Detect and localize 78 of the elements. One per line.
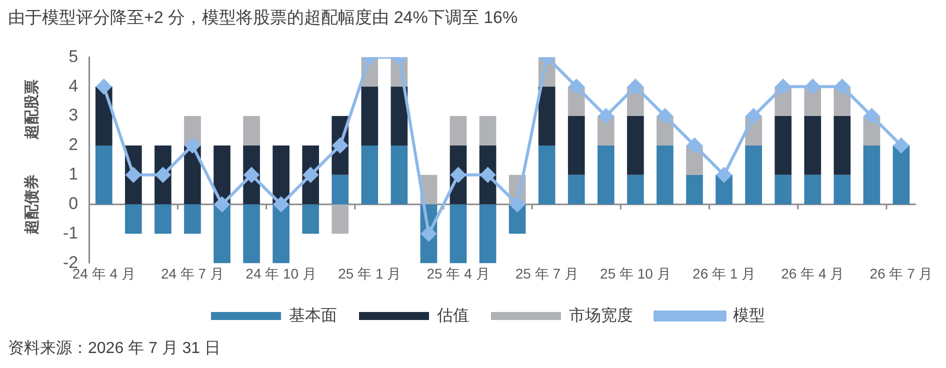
point <box>96 79 112 94</box>
point <box>510 196 525 212</box>
bar <box>332 204 349 234</box>
bar <box>361 145 378 204</box>
y-tick-label: 5 <box>68 46 78 66</box>
point <box>894 138 909 153</box>
x-tick-label: 25 年 4 月 <box>426 265 490 282</box>
bar <box>390 145 408 204</box>
bar <box>686 174 703 204</box>
bar <box>863 145 880 204</box>
x-tick-label: 25 年 1 月 <box>338 265 402 282</box>
point <box>657 108 672 124</box>
y-tick-label: 2 <box>68 135 78 154</box>
bar <box>243 204 260 264</box>
bar <box>568 174 585 204</box>
y-tick-label: 1 <box>68 164 78 184</box>
bar <box>745 145 762 204</box>
point <box>568 79 584 94</box>
legend-label: 基本面 <box>289 306 337 324</box>
bar <box>272 204 290 264</box>
x-tick-label: 24 年 10 月 <box>246 265 316 282</box>
bar <box>774 116 792 175</box>
bar <box>450 204 467 264</box>
bar <box>774 174 792 204</box>
bar <box>834 174 851 204</box>
bar <box>598 145 614 204</box>
bar <box>892 145 910 204</box>
bar <box>568 116 585 175</box>
legend-label: 估值 <box>436 307 469 324</box>
point <box>864 108 880 124</box>
x-tick-label: 26 年 7 月 <box>870 265 933 282</box>
bar <box>302 204 320 234</box>
point <box>184 138 200 153</box>
x-tick-label: 25 年 7 月 <box>515 265 578 282</box>
text: 资料来源：2026 年 7 月 31 日 <box>8 338 221 359</box>
bar <box>538 145 556 204</box>
bar <box>390 86 408 146</box>
point <box>716 167 732 182</box>
bar <box>154 204 172 234</box>
y-tick-label: -1 <box>62 223 78 242</box>
bar <box>656 145 674 204</box>
bar <box>214 204 230 264</box>
bar <box>479 116 496 146</box>
point <box>834 79 850 94</box>
bar <box>804 116 822 175</box>
bar <box>627 116 644 175</box>
bar <box>627 174 644 204</box>
y-tick-label: 0 <box>68 194 78 214</box>
bar <box>450 116 467 146</box>
x-tick-label: 24 年 7 月 <box>160 265 224 282</box>
x-tick-label: 25 年 10 月 <box>600 265 671 282</box>
bar <box>538 86 556 146</box>
text: 超配股票 <box>22 80 42 140</box>
point <box>805 79 820 94</box>
point <box>214 196 230 212</box>
point <box>274 196 289 212</box>
text: 超配债券 <box>22 174 42 234</box>
bar <box>243 116 260 146</box>
bar <box>804 174 822 204</box>
bar <box>95 145 112 204</box>
bar <box>361 86 378 146</box>
x-tick-label: 26 年 1 月 <box>692 265 756 282</box>
bar <box>124 204 142 234</box>
point <box>598 108 614 124</box>
point <box>628 79 643 94</box>
bar <box>834 116 851 175</box>
bar <box>479 204 496 264</box>
bar <box>184 204 201 234</box>
bar <box>332 174 349 204</box>
chart-title: 由于模型评分降至+2 分，模型将股票的超配幅度由 24%下调至 16% <box>8 7 518 29</box>
point <box>776 79 791 94</box>
y-tick-label: 4 <box>68 76 78 96</box>
legend-label: 市场宽度 <box>569 306 633 324</box>
legend-label: 模型 <box>733 306 765 324</box>
point <box>687 138 702 153</box>
point <box>746 108 762 124</box>
x-tick-label: 26 年 4 月 <box>781 265 844 282</box>
y-tick-label: 3 <box>68 106 78 125</box>
